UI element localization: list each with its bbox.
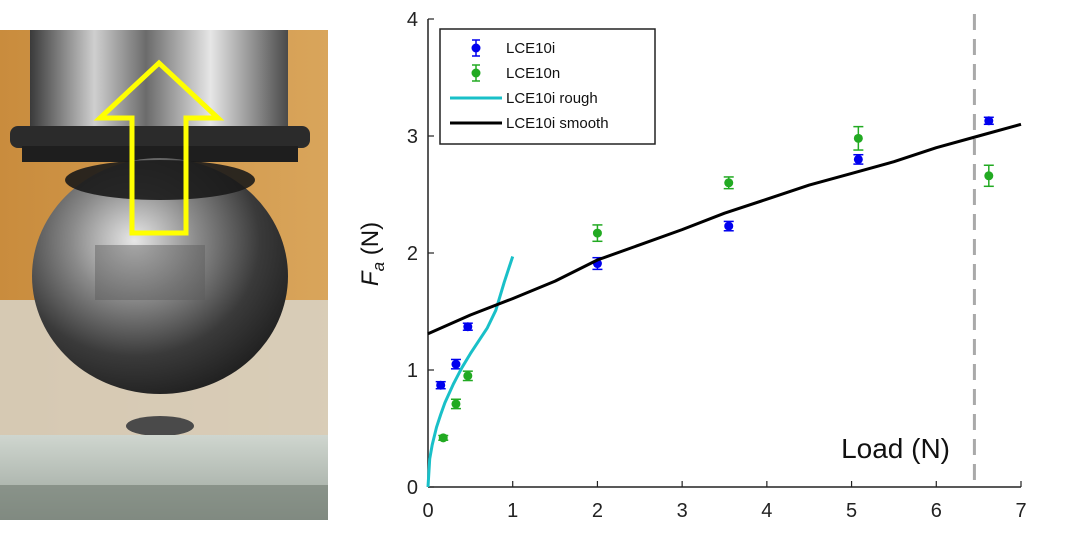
clamp-plate (10, 126, 310, 148)
data-point (853, 154, 863, 164)
y-tick-label: 3 (407, 126, 418, 148)
legend-item: LCE10i smooth (450, 115, 609, 132)
data-point (436, 380, 446, 390)
legend: LCE10i LCE10n LCE10i rough LCE10i smooth (439, 28, 656, 145)
x-tick-label: 3 (677, 500, 688, 522)
y-tick-label: 1 (407, 360, 418, 382)
x-tick-label: 1 (507, 500, 518, 522)
x-tick-label: 2 (592, 500, 603, 522)
legend-item: LCE10n (471, 64, 560, 82)
legend-label: LCE10i smooth (506, 115, 609, 132)
data-point (463, 371, 473, 381)
data-point (438, 433, 448, 443)
steel-ball (32, 158, 288, 394)
series-lce10i-smooth (427, 122, 1022, 336)
data-point (592, 228, 602, 238)
data-point (463, 322, 473, 332)
y-tick-label: 4 (407, 9, 418, 31)
contact-pad (126, 416, 194, 436)
y-axis-label: Fa (N) (357, 222, 388, 286)
data-point (724, 221, 734, 231)
legend-label: LCE10i (506, 40, 555, 57)
load-cell-cylinder (30, 30, 288, 128)
x-tick-label: 6 (931, 500, 942, 522)
legend-label: LCE10n (506, 65, 560, 82)
x-tick-label: 5 (846, 500, 857, 522)
legend-label: LCE10i rough (506, 90, 598, 107)
x-tick-label: 0 (422, 500, 433, 522)
series-lce10i-rough (426, 256, 515, 488)
experiment-photo (0, 30, 328, 520)
data-point (451, 359, 461, 369)
x-tick-label: 4 (761, 500, 772, 522)
load-annotation: Load (N) (841, 433, 950, 464)
data-point (451, 399, 461, 409)
data-point (724, 178, 734, 188)
series-lce10n (438, 125, 994, 443)
data-point (984, 116, 994, 126)
pull-direction-arrow-icon (93, 59, 225, 236)
legend-item: LCE10i (471, 39, 555, 57)
fit-curve (427, 122, 1022, 336)
data-point (853, 133, 863, 143)
fit-curve (426, 256, 515, 488)
data-point (984, 171, 994, 181)
plot-series (426, 116, 1022, 488)
axes: 0 1 2 3 4 5 6 7 0 1 2 3 4 (407, 9, 1027, 522)
x-tick-label: 7 (1015, 500, 1026, 522)
y-tick-label: 0 (407, 477, 418, 499)
series-lce10i (435, 116, 994, 390)
legend-item: LCE10i rough (450, 90, 598, 107)
y-tick-label: 2 (407, 243, 418, 265)
